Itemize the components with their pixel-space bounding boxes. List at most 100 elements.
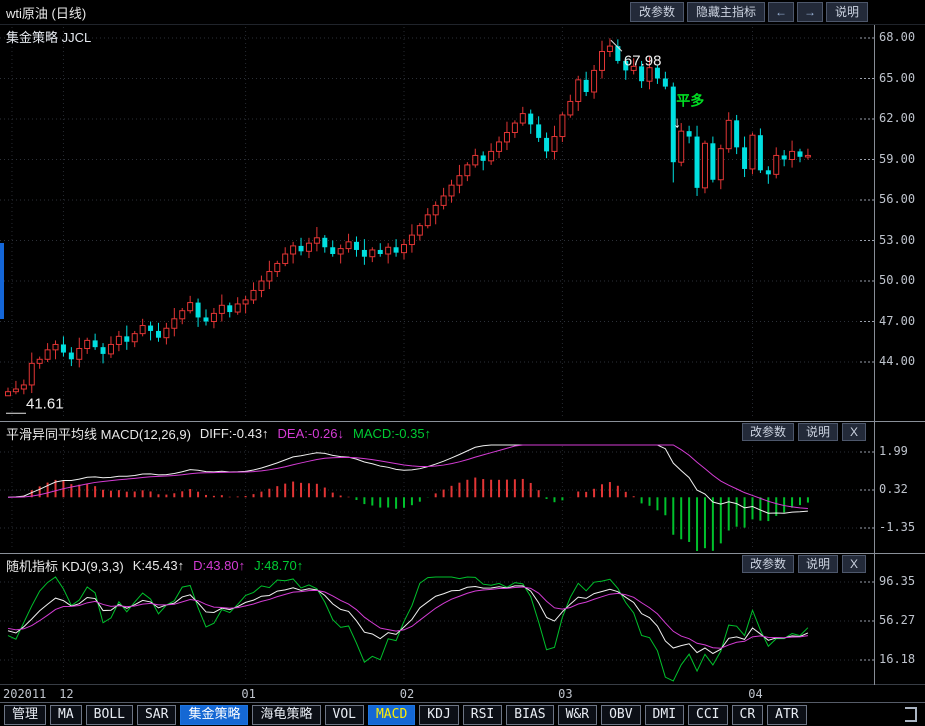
candle-up	[630, 65, 637, 71]
candle-down	[92, 340, 98, 348]
kdj-plot[interactable]	[0, 576, 874, 682]
candle-up	[559, 114, 566, 138]
candle-up	[701, 142, 708, 189]
candle-up	[274, 262, 281, 273]
tab-jijin-celue[interactable]: 集金策略	[180, 704, 249, 725]
candle-down	[322, 237, 328, 248]
tab-kdj[interactable]: KDJ	[419, 704, 459, 725]
candle-up	[551, 136, 558, 152]
kdj-axis-tick: 56.27	[879, 612, 916, 627]
candle-down	[583, 79, 589, 92]
tab-bias[interactable]: BIAS	[506, 704, 554, 725]
tab-vol[interactable]: VOL	[324, 704, 364, 725]
candle-up	[385, 246, 392, 255]
macd-panel-title: 平滑异同平均线 MACD(12,26,9)	[6, 426, 191, 442]
candle-down	[662, 78, 668, 87]
candle-up	[804, 154, 811, 158]
macd-help-button[interactable]: 说明	[797, 423, 838, 441]
low-price-label: 41.61	[26, 395, 64, 412]
scroll-right-icon[interactable]: →	[796, 2, 823, 22]
tab-boll[interactable]: BOLL	[85, 704, 133, 725]
kdj-axis-tick: 96.35	[879, 574, 916, 588]
left-scroll-indicator[interactable]	[0, 243, 4, 319]
macd-axis-tick: 1.99	[879, 444, 908, 458]
macd-axis-tick: -1.35	[879, 519, 916, 534]
help-button[interactable]: 说明	[825, 2, 868, 22]
candle-up	[464, 164, 471, 177]
modify-params-button[interactable]: 改参数	[629, 2, 684, 22]
tab-cci[interactable]: CCI	[688, 704, 728, 725]
kdj-help-button[interactable]: 说明	[797, 555, 838, 573]
candle-up	[28, 362, 35, 386]
candle-up	[250, 289, 257, 301]
candle-up	[369, 249, 376, 258]
candle-up	[115, 335, 122, 345]
candle-down	[361, 249, 367, 257]
candle-up	[337, 248, 344, 255]
candle-down	[100, 347, 106, 354]
candle-down	[155, 330, 161, 338]
main-chart-plot[interactable]: 67.98 41.61 平多 ↓	[0, 25, 874, 421]
kdj-close-button[interactable]: X	[841, 555, 866, 573]
macd-macd-value: MACD:-0.35↑	[353, 425, 432, 441]
diff-line	[7, 444, 808, 514]
candle-up	[749, 134, 756, 170]
tab-macd[interactable]: MACD	[367, 704, 416, 725]
price-axis-divider	[874, 25, 875, 685]
tab-dmi[interactable]: DMI	[644, 704, 685, 725]
tab-rsi[interactable]: RSI	[462, 704, 503, 725]
candle-up	[107, 343, 114, 355]
hide-main-indicator-button[interactable]: 隐藏主指标	[686, 2, 765, 22]
scroll-left-icon[interactable]: ←	[767, 2, 794, 22]
candle-up	[187, 302, 194, 312]
tab-sar[interactable]: SAR	[136, 704, 177, 725]
candle-down	[694, 136, 700, 188]
candle-down	[195, 302, 201, 318]
candle-up	[440, 195, 447, 206]
candle-down	[536, 124, 542, 138]
candle-up	[496, 141, 503, 152]
macd-params-button[interactable]: 改参数	[741, 423, 794, 441]
close-long-signal-label: 平多	[676, 93, 704, 109]
candle-up	[313, 237, 320, 244]
k-line	[7, 585, 809, 655]
tab-obv[interactable]: OBV	[601, 704, 641, 725]
candle-up	[456, 175, 463, 186]
candle-down	[353, 241, 359, 250]
xaxis-month-label: 02	[399, 687, 415, 701]
overlay-strategy-label: 集金策略 JJCL	[6, 30, 92, 45]
candle-up	[44, 349, 51, 360]
candle-down	[528, 113, 534, 125]
candle-down	[203, 317, 209, 322]
candle-down	[797, 151, 803, 157]
xaxis-month-label: 04	[748, 687, 763, 701]
candle-down	[623, 60, 629, 71]
tab-wr[interactable]: W&R	[557, 704, 598, 725]
candle-up	[519, 113, 526, 124]
candle-up	[131, 333, 138, 343]
candle-down	[742, 147, 748, 169]
dea-line	[7, 444, 808, 510]
macd-close-button[interactable]: X	[841, 423, 866, 441]
candle-down	[781, 155, 787, 160]
signal-down-arrow-icon: ↓	[673, 115, 681, 132]
candle-up	[345, 241, 352, 250]
candle-down	[734, 120, 740, 148]
candle-down	[757, 135, 763, 171]
candle-down	[377, 249, 383, 254]
candle-up	[789, 150, 796, 161]
tab-cr[interactable]: CR	[731, 704, 764, 725]
candle-up	[599, 51, 605, 71]
tab-guanli[interactable]: 管理	[4, 704, 47, 725]
candle-up	[773, 154, 780, 175]
tab-atr[interactable]: ATR	[767, 704, 807, 725]
tab-ma[interactable]: MA	[50, 704, 82, 725]
macd-plot[interactable]	[0, 444, 874, 552]
kdj-params-button[interactable]: 改参数	[741, 555, 794, 573]
tab-haigui-celue[interactable]: 海龟策略	[252, 704, 321, 725]
candle-up	[163, 327, 170, 339]
price-axis-tick: 59.00	[879, 151, 916, 166]
resize-corner-icon[interactable]	[905, 707, 917, 722]
d-line	[7, 586, 809, 649]
candle-up	[725, 119, 732, 150]
